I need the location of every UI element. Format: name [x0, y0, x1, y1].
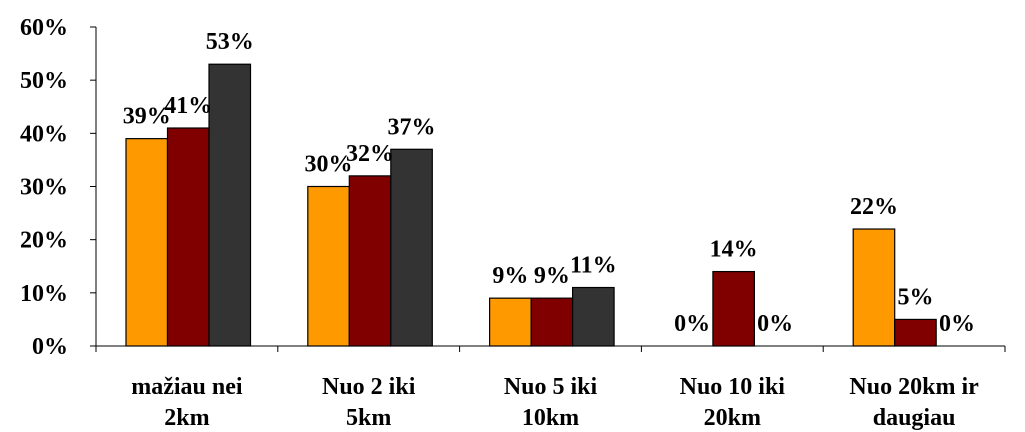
data-label: 39%	[123, 104, 171, 130]
y-tick-label: 0%	[32, 334, 68, 360]
y-tick-label: 20%	[20, 228, 68, 254]
data-label: 0%	[757, 311, 793, 337]
bar	[530, 297, 574, 347]
data-label: 0%	[674, 311, 710, 337]
bar	[390, 148, 433, 347]
data-label: 30%	[305, 152, 353, 178]
data-label: 14%	[710, 237, 758, 263]
y-tick-label: 50%	[20, 68, 68, 94]
data-label: 11%	[570, 253, 617, 279]
bar	[712, 270, 756, 347]
bars	[125, 63, 937, 347]
data-label: 41%	[164, 93, 212, 119]
y-tick-label: 40%	[20, 121, 68, 147]
data-label: 37%	[388, 114, 436, 140]
bar	[489, 297, 532, 347]
bar	[894, 318, 937, 347]
data-label: 9%	[492, 263, 528, 289]
x-tick-label: Nuo 20km ir daugiau	[849, 374, 979, 431]
data-label: 0%	[939, 311, 975, 337]
x-tick-label: Nuo 5 iki 10km	[504, 374, 598, 431]
data-label: 32%	[346, 141, 394, 167]
x-tick-label: mažiau nei 2km	[131, 374, 243, 431]
bar	[166, 127, 210, 347]
bar	[307, 185, 350, 347]
bar	[125, 138, 169, 347]
y-tick-label: 60%	[20, 15, 68, 41]
x-tick-label: Nuo 2 iki 5km	[322, 374, 416, 431]
data-label: 53%	[206, 29, 254, 55]
data-label: 22%	[850, 194, 898, 220]
x-tick-label: Nuo 10 iki 20km	[680, 374, 786, 431]
data-label: 5%	[897, 284, 933, 310]
bar	[208, 63, 252, 347]
data-label: 9%	[534, 263, 570, 289]
axes: 0% 10% 20% 30% 40% 50% 60% mažiau nei 2km Nuo 2 i…	[20, 15, 1006, 431]
y-tick-label: 30%	[20, 175, 68, 201]
bar	[852, 228, 896, 347]
data-labels: 39% 30% 9% 0% 22% 41% 32% 9% 14% 5% 53% 37% 11% 0% 0%	[123, 29, 975, 337]
bar	[571, 286, 615, 347]
y-tick-label: 10%	[20, 281, 68, 307]
bar	[348, 175, 392, 347]
